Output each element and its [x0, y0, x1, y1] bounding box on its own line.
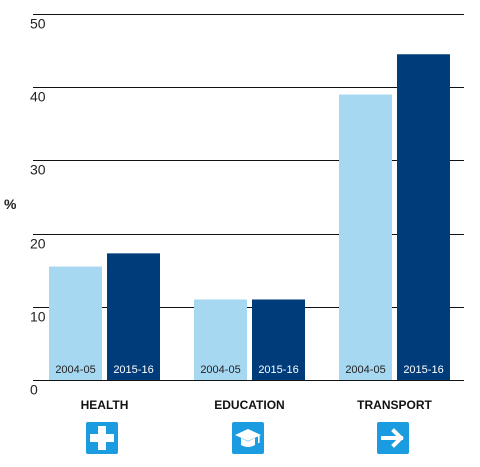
bar-label: 2004-05	[345, 364, 385, 376]
medical-cross-icon	[86, 422, 118, 454]
y-tick-label: 40	[30, 89, 46, 105]
category-label: TRANSPORT	[357, 398, 432, 412]
bars: 2004-05 2015-16 2004-05 2015-16 2004-05 2015-…	[49, 54, 450, 381]
bar	[107, 253, 160, 380]
y-tick-label: 10	[30, 309, 46, 325]
y-axis-label: %	[4, 196, 17, 212]
y-tick-label: 0	[30, 382, 38, 398]
bar-label: 2015-16	[113, 364, 153, 376]
bar	[397, 54, 450, 380]
category-label: HEALTH	[81, 398, 129, 412]
graduation-cap-icon	[232, 422, 264, 454]
bar	[252, 299, 305, 380]
y-tick-label: 20	[30, 236, 46, 252]
bar-label: 2015-16	[258, 364, 298, 376]
y-axis-ticks: 0 10 20 30 40 50	[30, 16, 46, 398]
y-tick-label: 30	[30, 162, 46, 178]
bar	[194, 299, 247, 380]
y-tick-label: 50	[30, 16, 46, 32]
gridlines	[33, 14, 464, 381]
bar-label: 2004-05	[200, 364, 240, 376]
arrow-right-icon	[377, 422, 409, 454]
bar-label: 2004-05	[55, 364, 95, 376]
category-labels: HEALTH EDUCATION TRANSPORT	[81, 398, 433, 412]
bar-label: 2015-16	[403, 364, 443, 376]
category-label: EDUCATION	[214, 398, 284, 412]
bar	[49, 266, 102, 380]
bar	[339, 94, 392, 381]
